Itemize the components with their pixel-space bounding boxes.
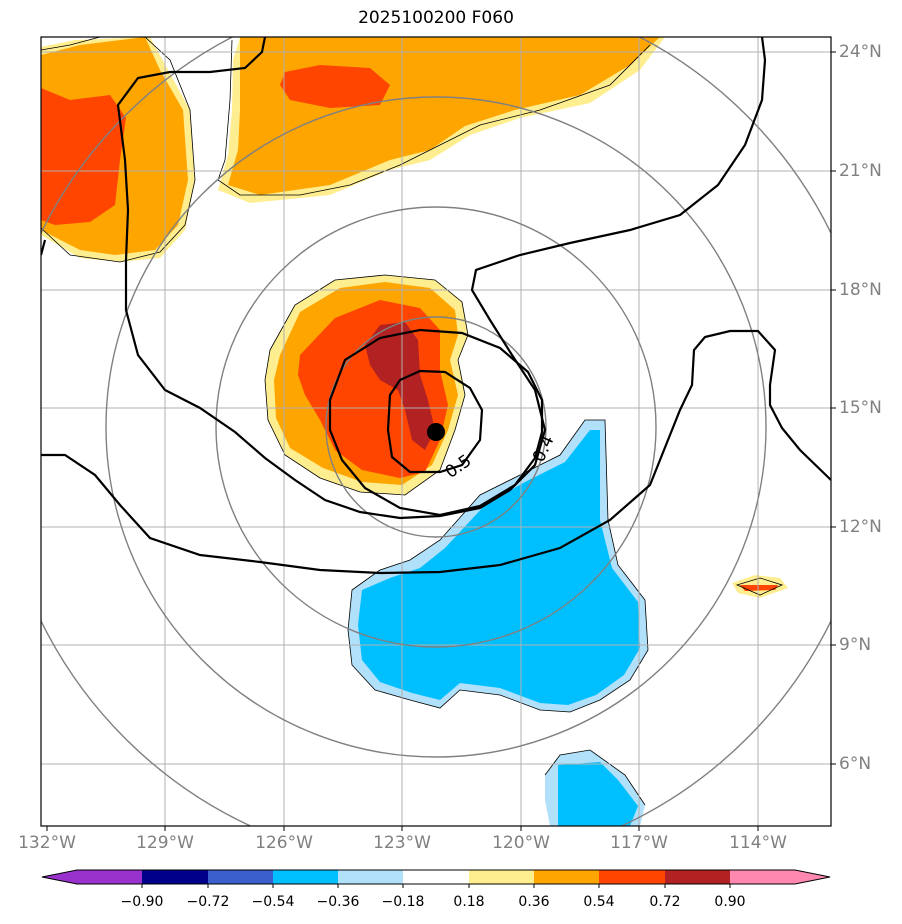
colorbar-segment-6: [469, 870, 534, 884]
colorbar-tick-label: −0.18: [381, 894, 425, 910]
colorbar-segment-3: [273, 870, 338, 884]
lat-label-21n: 21°N: [839, 161, 882, 181]
lon-label-126w: 126°W: [255, 833, 313, 853]
lon-label-117w: 117°W: [610, 833, 668, 853]
lat-label-12n: 12°N: [839, 517, 882, 537]
colorbar-tick-label: 0.90: [714, 894, 746, 910]
colorbar-tick-label: −0.90: [120, 894, 164, 910]
colorbar-tick-label: 0.36: [518, 894, 550, 910]
lat-label-18n: 18°N: [839, 280, 882, 300]
colorbar-segment-4: [338, 870, 403, 884]
lon-label-129w: 129°W: [136, 833, 194, 853]
lat-label-9n: 9°N: [839, 635, 872, 655]
colorbar-tick-label: 0.18: [453, 894, 485, 910]
thin-outline-contours: [41, 37, 784, 806]
colorbar-tick-label: 0.54: [583, 894, 615, 910]
lon-label-114w: 114°W: [729, 833, 787, 853]
lat-label-24n: 24°N: [839, 42, 882, 62]
colorbar-segment-5: [403, 870, 469, 884]
map-frame: [40, 36, 832, 827]
colorbar-outline: [41, 869, 831, 885]
map-plot-area: [41, 37, 831, 826]
storm-center-marker: [427, 423, 445, 441]
tick-marks: [46, 51, 836, 831]
positive-anomaly-north: [218, 37, 665, 203]
colorbar-segment-1: [142, 870, 208, 884]
colorbar-segment-0: [42, 870, 142, 884]
range-ring-1: [325, 316, 547, 538]
thick-contours: [41, 37, 831, 575]
lon-label-120w: 120°W: [492, 833, 550, 853]
colorbar-tick-label: −0.54: [251, 894, 295, 910]
map-title: 2025100200 F060: [358, 8, 514, 28]
positive-anomaly-east-small: [732, 575, 788, 598]
colorbar-segment-7: [534, 870, 599, 884]
contour-0-5-inner: [386, 369, 484, 474]
colorbar-segment-9: [665, 870, 730, 884]
graticule: [41, 37, 831, 826]
colorbar-segment-10: [730, 870, 830, 884]
contour-west-edge: [41, 239, 47, 256]
negative-anomaly-southeast-small: [545, 750, 645, 826]
colorbar-segment-8: [599, 870, 665, 884]
lon-label-132w: 132°W: [18, 833, 76, 853]
lat-label-6n: 6°N: [839, 754, 872, 774]
contour-0-4-north: [116, 37, 767, 520]
colorbar-segment-2: [208, 870, 273, 884]
colorbar: [41, 869, 831, 888]
lat-label-15n: 15°N: [839, 398, 882, 418]
positive-anomaly-storm: [265, 275, 468, 495]
contour-0-4: [41, 329, 831, 575]
colorbar-tick-label: −0.36: [316, 894, 360, 910]
colorbar-tick-label: −0.72: [186, 894, 230, 910]
range-ring-3: [105, 96, 767, 758]
range-rings: [41, 37, 831, 826]
range-ring-2: [215, 206, 657, 648]
lon-label-123w: 123°W: [373, 833, 431, 853]
colorbar-tick-label: 0.72: [649, 894, 681, 910]
contour-0-5: [328, 328, 544, 517]
